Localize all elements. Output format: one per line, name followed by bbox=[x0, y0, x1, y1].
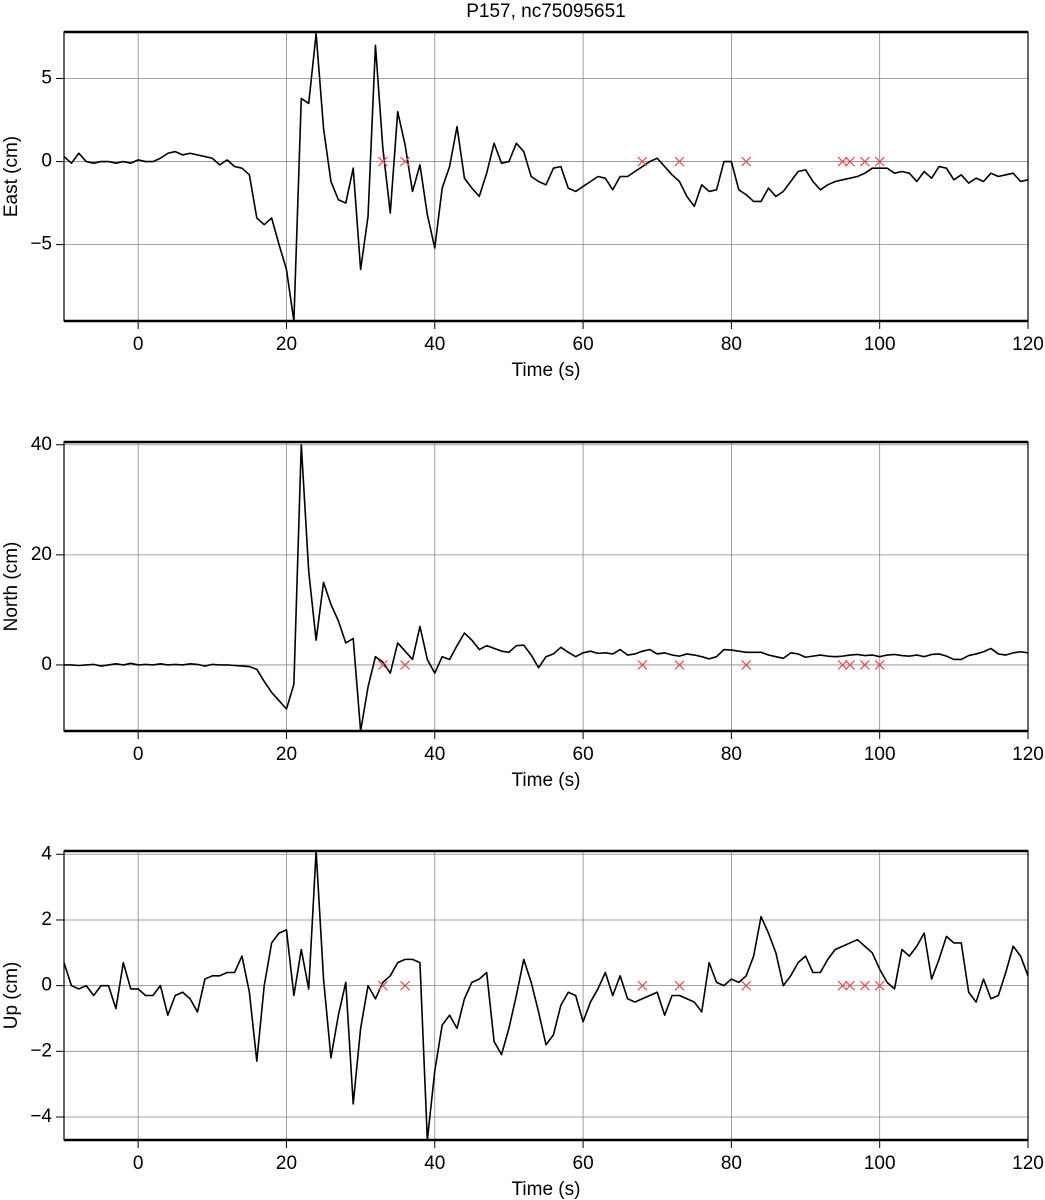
x-marker bbox=[674, 980, 685, 991]
x-marker bbox=[837, 660, 848, 670]
x-tick-label: 60 bbox=[573, 1153, 594, 1174]
chart-title: P157, nc75095651 bbox=[466, 1, 626, 22]
y-axis-label: East (cm) bbox=[1, 136, 22, 217]
x-marker bbox=[845, 660, 855, 670]
panel: 0 20 40 60 80 100 120 −4 −2 0 2 4 Time (s) Up (cm) bbox=[1, 843, 1044, 1200]
x-tick-label: 0 bbox=[133, 744, 144, 765]
x-marker bbox=[837, 156, 848, 167]
panel: 0 20 40 60 80 100 120 0 20 40 Time (s) North (cm) bbox=[1, 434, 1044, 791]
plot-frame bbox=[63, 441, 1029, 732]
x-marker bbox=[400, 980, 411, 991]
x-marker bbox=[637, 660, 648, 670]
x-tick-label: 0 bbox=[133, 1153, 144, 1174]
x-tick-label: 80 bbox=[721, 744, 742, 765]
x-tick-label: 80 bbox=[721, 334, 742, 355]
y-tick-label: 4 bbox=[41, 843, 52, 864]
x-tick-label: 60 bbox=[573, 744, 594, 765]
x-marker bbox=[845, 156, 855, 167]
x-marker bbox=[859, 660, 870, 670]
x-tick-label: 20 bbox=[276, 334, 297, 355]
x-axis-label: Time (s) bbox=[512, 1179, 581, 1200]
y-tick-label: 20 bbox=[31, 544, 52, 565]
plot-frame bbox=[63, 31, 1029, 322]
x-tick-label: 100 bbox=[864, 744, 896, 765]
x-tick-label: 120 bbox=[1012, 334, 1044, 355]
x-tick-label: 120 bbox=[1012, 1153, 1044, 1174]
x-tick-label: 40 bbox=[424, 1153, 445, 1174]
x-tick-label: 120 bbox=[1012, 744, 1044, 765]
plot-frame bbox=[63, 850, 1029, 1141]
y-tick-label: 40 bbox=[31, 434, 52, 455]
y-tick-label: −2 bbox=[30, 1040, 52, 1061]
data-line bbox=[63, 32, 1029, 322]
x-axis-label: Time (s) bbox=[512, 360, 581, 381]
y-axis-label: Up (cm) bbox=[1, 962, 22, 1030]
x-marker bbox=[400, 156, 411, 167]
x-axis-label: Time (s) bbox=[512, 770, 581, 791]
y-tick-label: 0 bbox=[41, 975, 52, 996]
x-marker bbox=[741, 980, 752, 991]
y-tick-label: 0 bbox=[41, 151, 52, 172]
x-marker bbox=[859, 156, 870, 167]
x-marker bbox=[400, 660, 411, 670]
x-tick-label: 20 bbox=[276, 744, 297, 765]
x-tick-label: 60 bbox=[573, 334, 594, 355]
x-marker bbox=[874, 660, 885, 670]
panel: 0 20 40 60 80 100 120 −5 0 5 Time (s) East (cm) bbox=[1, 30, 1044, 381]
x-marker bbox=[674, 156, 685, 167]
x-tick-label: 20 bbox=[276, 1153, 297, 1174]
x-marker bbox=[637, 156, 648, 167]
x-tick-label: 40 bbox=[424, 334, 445, 355]
x-marker bbox=[377, 660, 388, 670]
x-tick-label: 100 bbox=[864, 334, 896, 355]
y-tick-label: 2 bbox=[41, 909, 52, 930]
x-marker bbox=[377, 980, 388, 991]
y-tick-label: −4 bbox=[30, 1106, 52, 1127]
y-tick-label: 5 bbox=[41, 68, 52, 89]
x-marker bbox=[741, 660, 752, 670]
y-tick-label: 0 bbox=[41, 654, 52, 675]
data-line bbox=[64, 443, 1029, 732]
x-tick-label: 100 bbox=[864, 1153, 896, 1174]
x-marker bbox=[741, 156, 752, 167]
x-tick-label: 40 bbox=[424, 744, 445, 765]
data-line bbox=[63, 850, 1029, 1141]
y-axis-label: North (cm) bbox=[1, 542, 22, 632]
y-tick-label: −5 bbox=[30, 234, 52, 255]
x-marker bbox=[845, 980, 855, 991]
x-marker bbox=[674, 660, 685, 670]
x-tick-label: 0 bbox=[133, 334, 144, 355]
x-marker bbox=[874, 980, 885, 991]
x-tick-label: 80 bbox=[721, 1153, 742, 1174]
x-marker bbox=[637, 980, 648, 991]
x-marker bbox=[874, 156, 885, 167]
x-marker bbox=[859, 980, 870, 991]
x-marker bbox=[377, 156, 388, 167]
x-marker bbox=[837, 980, 848, 991]
